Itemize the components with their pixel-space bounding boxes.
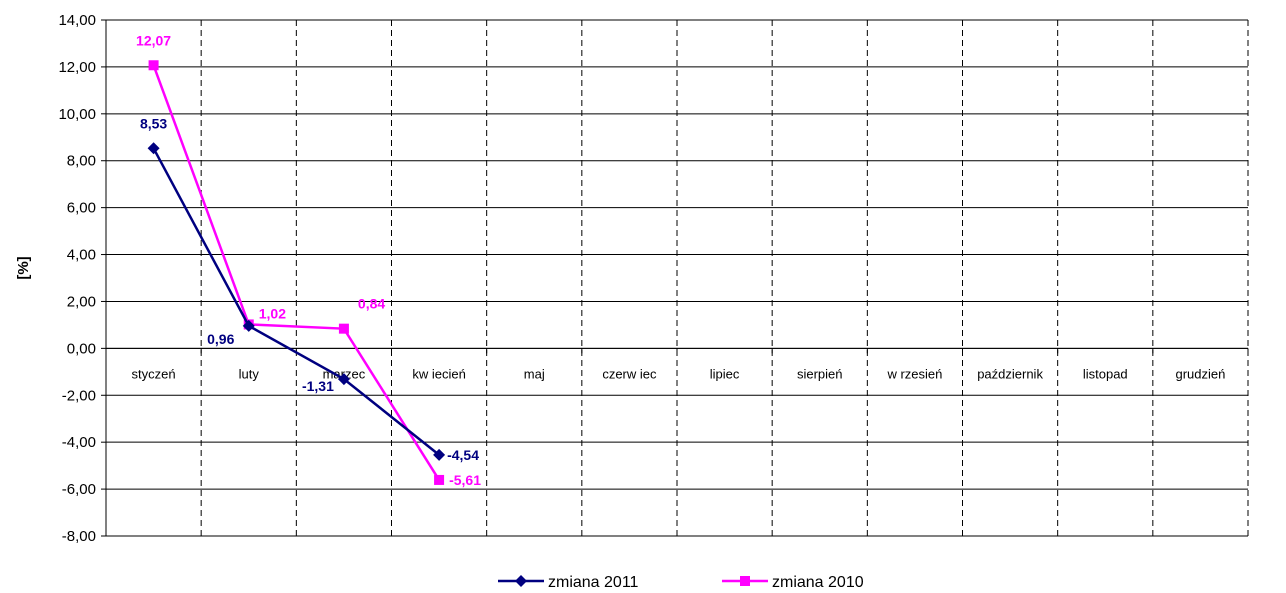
data-label: -1,31 — [302, 378, 334, 394]
data-label: 12,07 — [136, 32, 171, 48]
y-tick-label: 8,00 — [67, 153, 96, 170]
x-category-label: czerw iec — [602, 366, 657, 381]
x-category-label: listopad — [1083, 366, 1128, 381]
x-category-label: kw iecień — [412, 366, 465, 381]
data-point-square — [148, 60, 159, 71]
data-label: -4,54 — [447, 447, 479, 463]
data-label: 0,96 — [207, 331, 234, 347]
x-category-label: grudzień — [1175, 366, 1225, 381]
x-category-label: sierpień — [797, 366, 843, 381]
legend-label: zmiana 2010 — [772, 574, 864, 591]
x-category-label: w rzesień — [886, 366, 942, 381]
data-point-square — [434, 474, 445, 485]
data-point-diamond — [337, 373, 350, 386]
x-category-label: luty — [239, 366, 260, 381]
data-point-diamond — [433, 448, 446, 461]
y-tick-label: 6,00 — [67, 200, 96, 217]
x-category-label: październik — [977, 366, 1043, 381]
x-category-label: lipiec — [710, 366, 740, 381]
legend-label: zmiana 2011 — [548, 574, 639, 591]
y-tick-label: -6,00 — [62, 481, 96, 498]
series-zmiana-2011: 8,53 0,96 -1,31 -4,54 — [140, 115, 479, 463]
y-tick-label: -4,00 — [62, 434, 96, 451]
legend-item: zmiana 2010 — [722, 574, 864, 591]
y-tick-label: 12,00 — [58, 59, 96, 76]
data-point-diamond — [242, 319, 255, 332]
data-point-diamond — [147, 142, 160, 155]
grid — [106, 19, 1249, 537]
y-tick-label: -8,00 — [62, 528, 96, 545]
series-group: 12,07 1,02 0,84 -5,61 8,53 0,96 -1,31 -4,54 — [136, 32, 481, 488]
y-axis-label: [%] — [15, 256, 32, 279]
legend-marker-square — [740, 576, 750, 586]
y-tick-label: 2,00 — [67, 293, 96, 310]
legend: zmiana 2011 zmiana 2010 — [498, 574, 864, 591]
data-label: 8,53 — [140, 115, 167, 131]
data-label: 0,84 — [358, 296, 385, 312]
series-line — [152, 147, 440, 456]
series-line — [152, 64, 441, 481]
y-tick-label: -2,00 — [62, 387, 96, 404]
legend-item: zmiana 2011 — [498, 574, 639, 591]
y-tick-label: 14,00 — [58, 12, 96, 29]
data-label: 1,02 — [259, 305, 286, 321]
y-tick-label: 4,00 — [67, 247, 96, 264]
x-category-label: styczeń — [132, 366, 176, 381]
data-point-square — [338, 323, 349, 334]
y-axis-ticks: 14,00 12,00 10,00 8,00 6,00 4,00 2,00 0,00 -2,00… — [58, 12, 96, 545]
data-label: -5,61 — [449, 472, 481, 488]
legend-marker-diamond — [515, 575, 527, 587]
y-tick-label: 10,00 — [58, 106, 96, 123]
axes — [101, 19, 1249, 537]
x-category-label: maj — [524, 366, 545, 381]
series-zmiana-2010: 12,07 1,02 0,84 -5,61 — [136, 32, 481, 488]
y-tick-label: 0,00 — [67, 340, 96, 357]
